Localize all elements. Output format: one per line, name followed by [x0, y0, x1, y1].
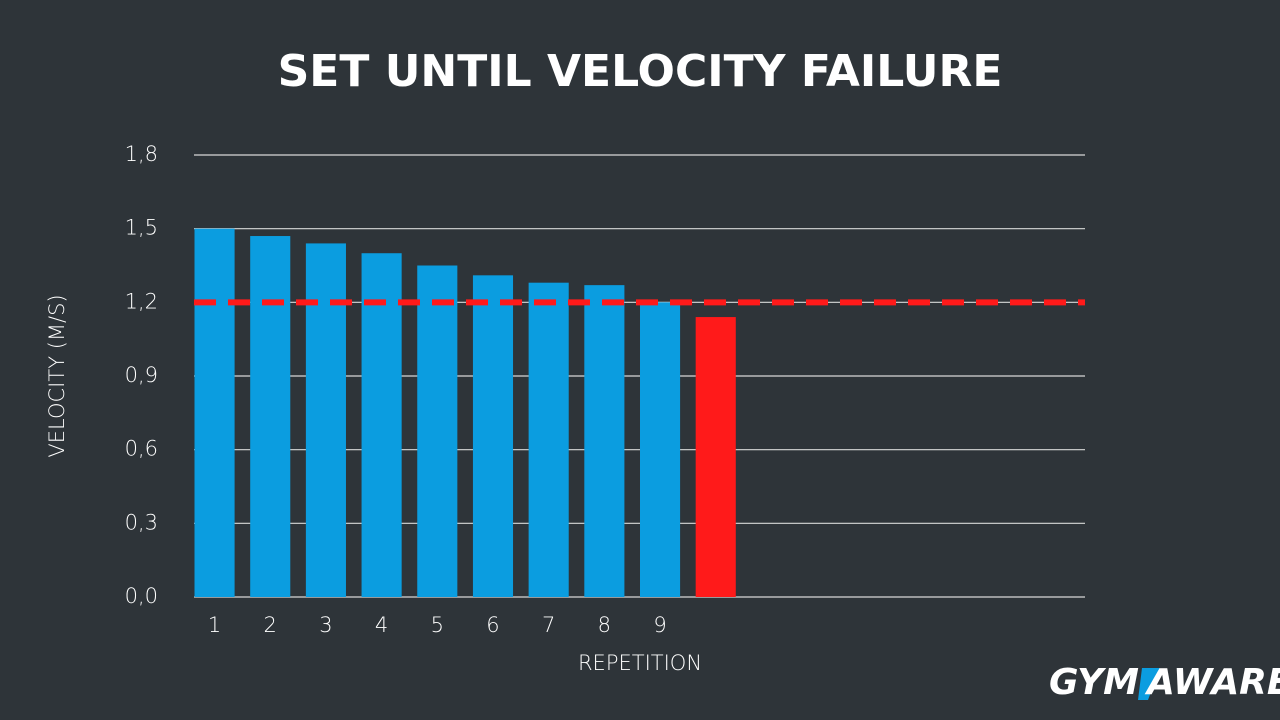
y-tick-label: 0,9	[125, 363, 158, 387]
bar	[640, 302, 681, 597]
logo: GYM AWARE	[1049, 662, 1280, 703]
y-axis-label: VELOCITY (M/S)	[45, 294, 69, 457]
x-tick-label: 1	[208, 613, 221, 637]
bar	[250, 236, 291, 598]
x-tick-label: 9	[653, 613, 666, 637]
logo-text: GYM	[1049, 662, 1139, 703]
y-tick-label: 0,3	[125, 510, 158, 534]
bar	[417, 265, 458, 597]
y-tick-label: 1,5	[125, 216, 158, 240]
chart-title: SET UNTIL VELOCITY FAILURE	[278, 46, 1003, 97]
logo-slash	[1138, 668, 1160, 700]
x-tick-label: 4	[375, 613, 388, 637]
logo-text: AWARE	[1144, 662, 1280, 703]
x-tick-label: 7	[542, 613, 555, 637]
x-tick-label: 3	[319, 613, 332, 637]
y-tick-label: 0,0	[125, 584, 158, 608]
y-tick-label: 1,8	[125, 142, 158, 166]
x-axis-label: REPETITION	[578, 651, 702, 675]
bar	[194, 228, 235, 597]
x-tick-label: 5	[431, 613, 444, 637]
bar	[361, 253, 402, 597]
bar	[472, 275, 514, 597]
x-tick-label: 8	[598, 613, 611, 637]
y-tick-label: 1,2	[125, 289, 158, 313]
bar	[305, 243, 346, 597]
bar	[695, 317, 736, 597]
x-tick-label: 6	[486, 613, 499, 637]
y-tick-label: 0,6	[125, 437, 158, 461]
bar	[528, 282, 569, 597]
bar	[584, 285, 625, 597]
x-tick-label: 2	[264, 613, 277, 637]
